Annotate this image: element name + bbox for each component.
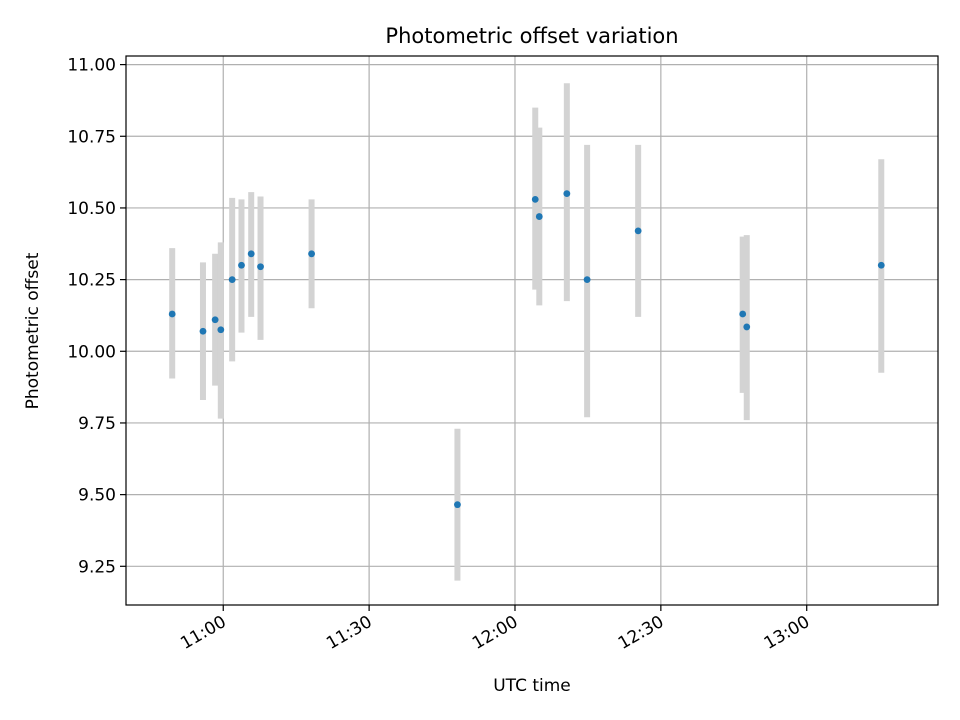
y-tick-label: 10.50 bbox=[67, 199, 116, 219]
data-point bbox=[739, 310, 747, 318]
data-point bbox=[228, 276, 236, 284]
y-tick-label: 10.00 bbox=[67, 342, 116, 362]
data-point bbox=[531, 195, 539, 203]
y-tick-label: 10.75 bbox=[67, 127, 116, 147]
data-point bbox=[247, 250, 255, 258]
data-point bbox=[535, 213, 543, 220]
y-tick-label: 10.25 bbox=[67, 271, 116, 291]
y-axis-label: Photometric offset bbox=[23, 252, 43, 409]
y-tick-label: 11.00 bbox=[67, 56, 116, 76]
data-point bbox=[563, 190, 571, 198]
data-point bbox=[168, 310, 176, 318]
data-point bbox=[238, 261, 245, 269]
data-point bbox=[199, 327, 207, 335]
data-point bbox=[877, 261, 885, 269]
data-point bbox=[454, 501, 461, 509]
chart-title: Photometric offset variation bbox=[385, 24, 678, 48]
y-tick-label: 9.25 bbox=[78, 557, 116, 577]
y-tick-label: 9.75 bbox=[78, 414, 116, 434]
y-tick-label: 9.50 bbox=[78, 486, 116, 506]
data-points bbox=[168, 190, 885, 509]
data-point bbox=[211, 316, 219, 324]
data-point bbox=[257, 263, 264, 271]
data-point bbox=[217, 326, 225, 334]
plot-frame bbox=[125, 55, 939, 606]
data-point bbox=[743, 323, 751, 331]
data-point bbox=[583, 276, 591, 284]
data-point bbox=[634, 227, 642, 235]
data-point bbox=[308, 250, 315, 258]
x-axis-label: UTC time bbox=[493, 676, 571, 696]
